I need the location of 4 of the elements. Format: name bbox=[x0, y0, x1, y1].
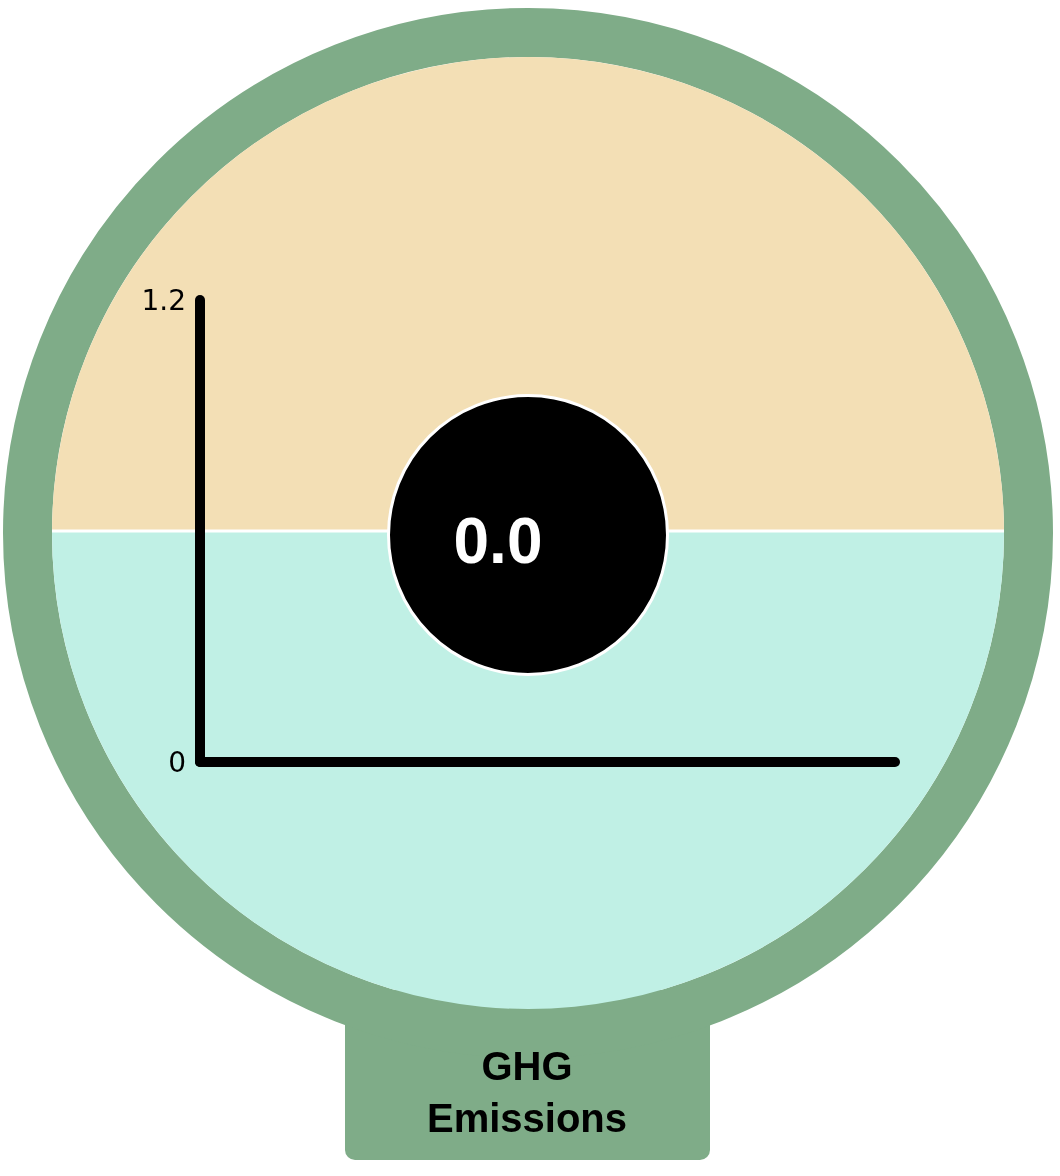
y-tick-label: 1.2 bbox=[141, 283, 186, 317]
data-label: 0.0 bbox=[453, 505, 543, 577]
text: GHG Emissions bbox=[425, 1043, 629, 1142]
y-tick-label: 0 bbox=[168, 745, 186, 779]
